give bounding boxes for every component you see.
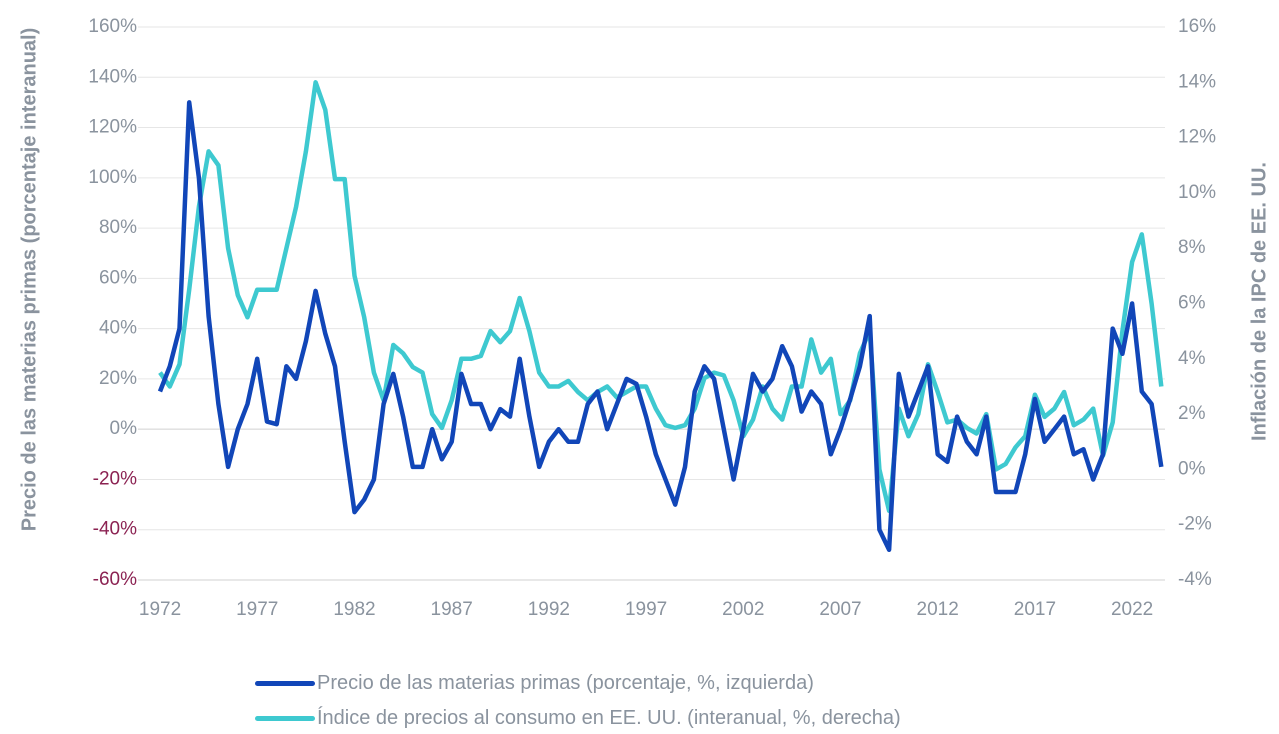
y-tick-label: -40%: [93, 519, 137, 540]
y-tick-label: -60%: [93, 569, 137, 590]
legend-swatch: [255, 716, 315, 721]
y-tick-label: 120%: [88, 117, 137, 138]
y2-tick-label: 0%: [1178, 458, 1206, 479]
x-tick-label: 1992: [528, 599, 570, 620]
legend-label: Índice de precios al consumo en EE. UU. …: [317, 707, 901, 729]
legend-item: Índice de precios al consumo en EE. UU. …: [255, 707, 901, 730]
x-tick-label: 1977: [236, 599, 278, 620]
y2-axis-label: Inflación de la IPC de EE. UU.: [1248, 162, 1271, 441]
x-tick-label: 1987: [431, 599, 473, 620]
y2-tick-label: 6%: [1178, 293, 1206, 314]
x-tick-label: 2017: [1014, 599, 1056, 620]
y2-tick-label: 10%: [1178, 182, 1216, 203]
y2-tick-label: -4%: [1178, 569, 1212, 590]
legend-label: Precio de las materias primas (porcentaj…: [317, 672, 814, 694]
series-line: [158, 80, 1164, 514]
y2-tick-label: 8%: [1178, 237, 1206, 258]
x-tick-label: 1972: [139, 599, 181, 620]
y-tick-label: 20%: [99, 368, 137, 389]
x-tick-label: 2007: [819, 599, 861, 620]
y2-tick-label: 16%: [1178, 16, 1216, 37]
y2-tick-label: -2%: [1178, 514, 1212, 535]
x-tick-label: 2022: [1111, 599, 1153, 620]
y2-tick-label: 4%: [1178, 348, 1206, 369]
y-tick-label: 160%: [88, 16, 137, 37]
x-tick-label: 1982: [333, 599, 375, 620]
y2-tick-label: 2%: [1178, 403, 1206, 424]
y-tick-label: 100%: [88, 167, 137, 188]
y-tick-label: 60%: [99, 267, 137, 288]
y-tick-label: 0%: [110, 418, 138, 439]
y-axis-label: Precio de las materias primas (porcentaj…: [18, 27, 41, 532]
y2-tick-label: 12%: [1178, 127, 1216, 148]
y-tick-label: 140%: [88, 66, 137, 87]
y-tick-label: -20%: [93, 468, 137, 489]
y2-tick-label: 14%: [1178, 71, 1216, 92]
y-tick-label: 80%: [99, 217, 137, 238]
y-tick-label: 40%: [99, 318, 137, 339]
x-tick-label: 2002: [722, 599, 764, 620]
x-tick-label: 1997: [625, 599, 667, 620]
legend-swatch: [255, 681, 315, 686]
legend-item: Precio de las materias primas (porcentaj…: [255, 672, 814, 695]
series-line: [157, 100, 1164, 553]
x-tick-label: 2012: [917, 599, 959, 620]
